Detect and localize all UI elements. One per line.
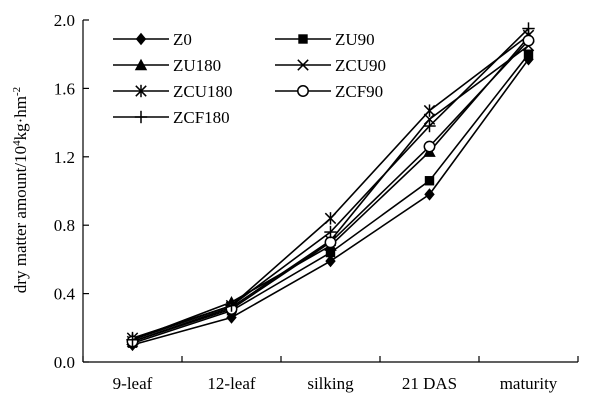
series-z0-point [325, 254, 336, 268]
series-zcf180-point [324, 225, 337, 239]
series-z0-line [132, 58, 530, 346]
x-tick-label: silking [307, 374, 354, 393]
axes [82, 19, 579, 363]
series-zcf180-point [126, 333, 139, 346]
series-zcf90-point [324, 236, 337, 249]
y-tick-label: 0.4 [54, 285, 76, 304]
y-tick-label: 1.6 [54, 79, 75, 98]
series-z0-point [226, 311, 237, 324]
legend-item-zu180: ZU180 [113, 56, 221, 75]
legend-label: ZCU180 [173, 82, 233, 101]
y-axis-label: dry matter amount/104kg·hm-2 [11, 87, 30, 293]
series-z0-point [424, 188, 435, 201]
legend-label: ZU90 [335, 30, 375, 49]
legend-label: ZCF180 [173, 108, 230, 127]
legend-item-zcu180: ZCU180 [113, 82, 233, 101]
series-zu90-point [325, 247, 336, 258]
x-tick-label: maturity [500, 374, 558, 393]
legend-marker [297, 85, 309, 97]
legend-label: ZCU90 [335, 56, 386, 75]
series-zcf180-point [225, 299, 238, 312]
series-layer [126, 22, 535, 352]
series-zcf180-line [132, 28, 530, 341]
legend-marker [135, 32, 147, 46]
legend-marker [135, 84, 147, 98]
series-zcu180-line [132, 34, 529, 339]
series-zcu180 [126, 29, 535, 345]
x-tick-label: 21 DAS [402, 374, 457, 393]
legend-marker [297, 59, 309, 71]
legend-label: ZCF90 [335, 82, 383, 101]
x-tick-label: 12-leaf [207, 374, 255, 393]
series-zcf90 [126, 34, 535, 348]
series-zu90-point [523, 49, 534, 59]
series-zcf180-point [522, 22, 535, 35]
series-zcf90-point [522, 34, 535, 47]
y-tick-label: 0.8 [54, 216, 75, 235]
legend-item-zcu90: ZCU90 [275, 56, 386, 75]
x-tick-label: 9-leaf [113, 374, 153, 393]
series-zcf180-point [423, 119, 436, 133]
legend-label: ZU180 [173, 56, 221, 75]
series-zu90-point [424, 176, 435, 186]
legend-marker [134, 110, 148, 124]
legend-item-z0: Z0 [113, 30, 192, 49]
legend-item-zcf90: ZCF90 [275, 82, 383, 101]
series-zcu180-point [324, 212, 337, 225]
y-tick-label: 2.0 [54, 11, 75, 30]
legend-marker [134, 58, 148, 71]
tick-labels: 0.0 0.4 0.8 1.2 1.6 2.0 9-leaf 12-leaf silking 21… [54, 11, 558, 393]
y-tick-label: 0.0 [54, 353, 75, 372]
legend-label: Z0 [173, 30, 192, 49]
legend-marker [298, 34, 308, 44]
legend: Z0 ZU90 ZU180 ZCU90 ZCU180 ZCF90 ZCF180 [113, 30, 386, 127]
legend-item-zcf180: ZCF180 [113, 108, 230, 127]
series-zcu180-point [423, 104, 436, 117]
y-tick-label: 1.2 [54, 148, 75, 167]
series-zcf180 [126, 22, 535, 346]
legend-item-zu90: ZU90 [275, 30, 375, 49]
series-zcf90-point [423, 140, 436, 153]
